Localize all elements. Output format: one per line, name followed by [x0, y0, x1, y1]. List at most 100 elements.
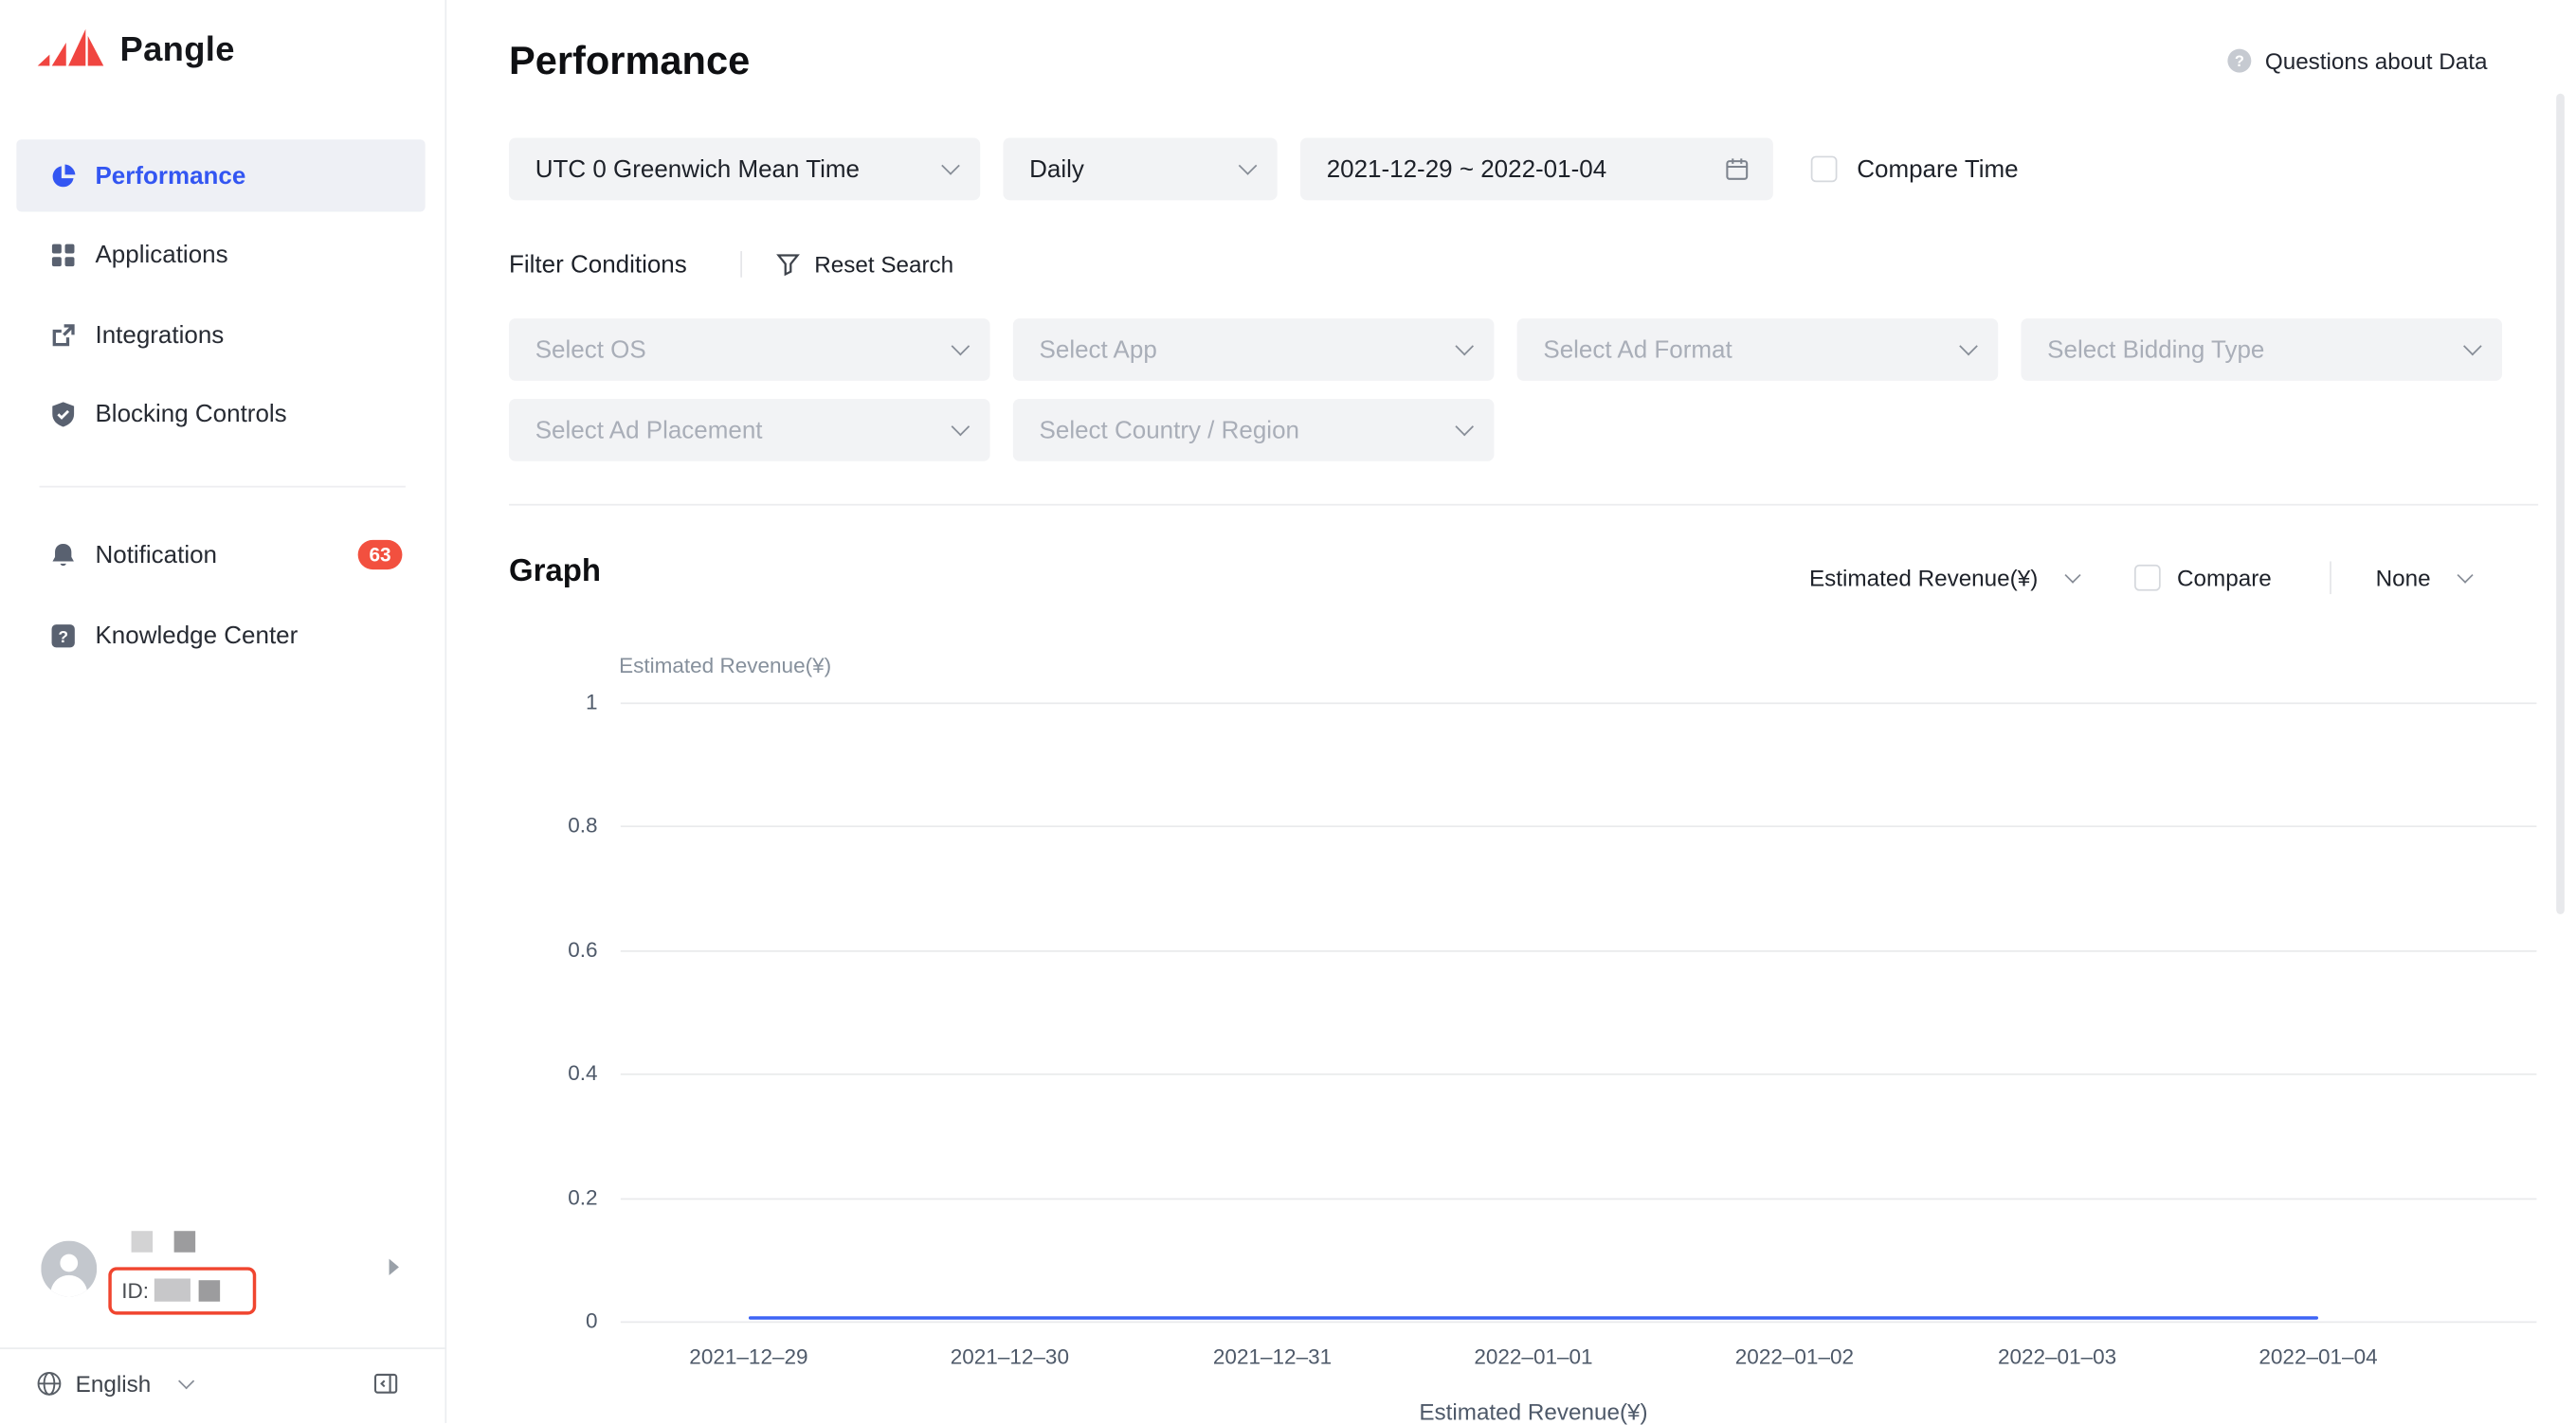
redacted-block — [131, 1231, 154, 1253]
chevron-down-icon — [1455, 336, 1475, 356]
main-content: Performance ? Questions about Data UTC 0… — [446, 0, 2576, 1425]
sidebar-item-label: Knowledge Center — [95, 621, 299, 650]
select-ad-placement[interactable]: Select Ad Placement — [509, 398, 990, 461]
y-tick-label: 0.8 — [568, 812, 598, 838]
gridline — [620, 1198, 2537, 1200]
divider — [2330, 561, 2331, 595]
expand-account-chevron-icon[interactable] — [389, 1258, 399, 1275]
globe-icon — [37, 1371, 62, 1396]
sidebar-item-integrations[interactable]: Integrations — [16, 298, 425, 370]
calendar-icon — [1726, 158, 1749, 180]
x-tick-label: 2021–12–31 — [1212, 1344, 1333, 1369]
chart-legend: Estimated Revenue(¥) — [1419, 1398, 1648, 1425]
chevron-down-icon — [951, 417, 971, 437]
compare-control: Compare — [2133, 564, 2272, 591]
sidebar-item-label: Blocking Controls — [95, 399, 287, 428]
shield-icon — [49, 400, 77, 427]
svg-text:?: ? — [58, 626, 68, 645]
granularity-select[interactable]: Daily — [1003, 137, 1278, 201]
question-square-icon: ? — [49, 622, 77, 649]
gridline — [620, 1321, 2537, 1324]
reset-search-button[interactable]: Reset Search — [775, 251, 954, 278]
compare-time-control: Compare Time — [1810, 138, 2019, 201]
y-tick-label: 0.4 — [568, 1060, 598, 1086]
revenue-series-line — [748, 1316, 2319, 1320]
sidebar-item-label: Notification — [95, 540, 218, 569]
select-bidding-type[interactable]: Select Bidding Type — [2021, 318, 2503, 381]
questions-about-data-link[interactable]: ? Questions about Data — [2225, 47, 2487, 74]
x-tick-label: 2021–12–29 — [689, 1344, 808, 1369]
x-tick-label: 2022–01–03 — [1997, 1344, 2117, 1369]
select-os[interactable]: Select OS — [509, 318, 990, 381]
select-ad-format[interactable]: Select Ad Format — [1516, 318, 1999, 381]
chevron-down-icon — [2064, 567, 2082, 584]
date-range-picker[interactable]: 2021-12-29 ~ 2022-01-04 — [1299, 137, 1773, 201]
sidebar-item-performance[interactable]: Performance — [16, 139, 426, 212]
filter-conditions-title: Filter Conditions — [509, 251, 687, 280]
reset-filter-icon — [776, 254, 800, 277]
bell-icon — [49, 541, 77, 568]
chevron-down-icon — [1455, 417, 1475, 437]
avatar — [41, 1240, 98, 1306]
pie-chart-icon — [49, 162, 77, 189]
chevron-down-icon — [2463, 336, 2482, 356]
sidebar-item-knowledge-center[interactable]: ? Knowledge Center — [16, 599, 425, 671]
redacted-block — [173, 1231, 196, 1253]
sidebar-item-label: Applications — [95, 240, 228, 269]
chevron-down-icon — [941, 156, 960, 175]
collapse-sidebar-button[interactable] — [372, 1370, 399, 1397]
scrollbar-thumb[interactable] — [2556, 93, 2565, 914]
redacted-block — [154, 1278, 190, 1302]
pangle-logo: Pangle — [36, 27, 235, 74]
sidebar-item-label: Integrations — [95, 320, 225, 350]
gridline — [620, 1073, 2537, 1075]
breakdown-select[interactable]: None — [2376, 565, 2475, 591]
gridline — [620, 950, 2537, 952]
chevron-down-icon — [2458, 567, 2475, 584]
svg-text:?: ? — [2234, 53, 2243, 70]
gridline — [620, 702, 2537, 705]
chevron-down-icon — [1238, 156, 1258, 175]
x-tick-label: 2022–01–01 — [1474, 1344, 1593, 1369]
gridline — [620, 825, 2537, 828]
highlight-box — [108, 1267, 257, 1315]
apps-icon — [49, 241, 77, 268]
timezone-select[interactable]: UTC 0 Greenwich Mean Time — [509, 137, 981, 201]
sidebar-divider — [39, 485, 406, 488]
language-switcher[interactable]: English — [36, 1370, 195, 1398]
select-app[interactable]: Select App — [1012, 318, 1495, 381]
compare-checkbox[interactable] — [2133, 564, 2161, 591]
redacted-block — [198, 1280, 221, 1302]
compare-label[interactable]: Compare — [2177, 564, 2272, 591]
collapse-sidebar-icon — [373, 1373, 398, 1394]
y-tick-label: 0.2 — [568, 1184, 598, 1210]
integration-icon — [49, 321, 77, 349]
pangle-logo-icon — [37, 28, 104, 66]
line-chart: 1 0.8 0.6 0.4 0.2 0 2021–12–29 2021–12–3… — [568, 690, 2537, 1425]
compare-time-label[interactable]: Compare Time — [1857, 154, 2019, 184]
sidebar-item-notification[interactable]: Notification 63 — [16, 518, 425, 590]
chevron-down-icon — [951, 336, 971, 356]
chevron-down-icon — [177, 1373, 195, 1390]
user-id-label: ID: — [121, 1278, 149, 1304]
notification-count-badge: 63 — [357, 539, 403, 570]
sidebar-item-blocking-controls[interactable]: Blocking Controls — [16, 377, 425, 449]
compare-time-checkbox[interactable] — [1810, 155, 1838, 183]
reset-search-label: Reset Search — [814, 251, 954, 278]
sidebar: Pangle Performance Applications Integrat… — [0, 0, 447, 1423]
divider — [740, 251, 742, 278]
metric-select[interactable]: Estimated Revenue(¥) — [1809, 565, 2082, 591]
sidebar-item-applications[interactable]: Applications — [16, 218, 425, 290]
y-tick-label: 0 — [586, 1308, 598, 1333]
chevron-down-icon — [1959, 336, 1978, 356]
section-divider — [509, 503, 2539, 506]
x-tick-label: 2022–01–02 — [1734, 1344, 1855, 1369]
select-country-region[interactable]: Select Country / Region — [1012, 398, 1495, 461]
help-circle-icon: ? — [2226, 48, 2251, 73]
y-tick-label: 1 — [586, 689, 598, 714]
language-label: English — [75, 1370, 152, 1398]
help-link-label: Questions about Data — [2264, 47, 2488, 74]
sidebar-footer: English — [0, 1347, 445, 1423]
graph-section-title: Graph — [509, 554, 601, 589]
